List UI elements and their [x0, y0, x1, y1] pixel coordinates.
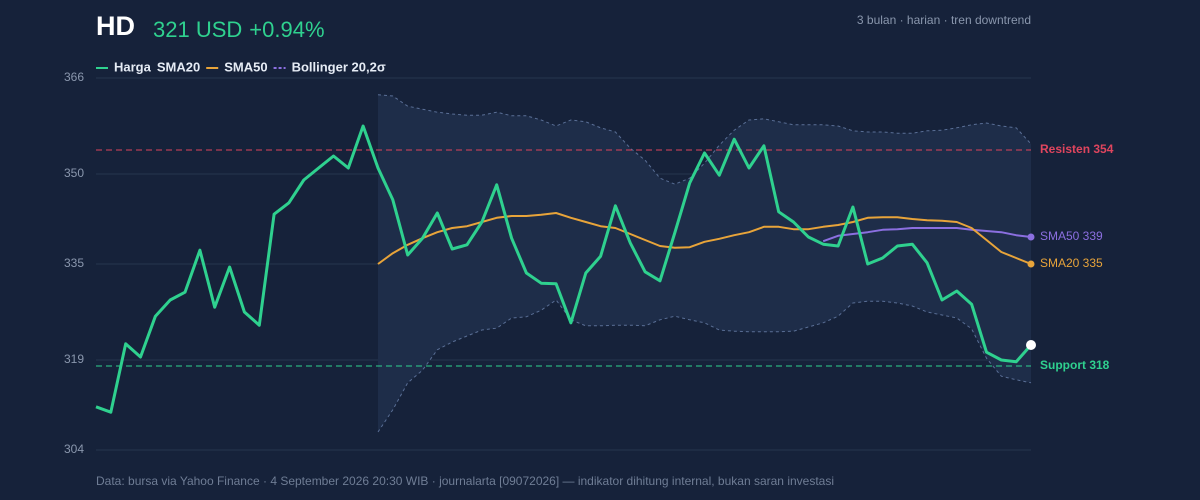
price: 321 USD	[153, 17, 242, 42]
last-point	[1026, 340, 1036, 350]
subtitle: 3 bulan · harian · tren downtrend	[857, 13, 1031, 27]
legend-label: Bollinger 20,2σ	[292, 59, 386, 74]
chart-title: HD	[96, 11, 135, 41]
y-tick-label: 366	[64, 70, 84, 84]
legend-label: SMA20	[157, 59, 200, 74]
y-tick-label: 319	[64, 352, 84, 366]
footer: Data: bursa via Yahoo Finance · 4 Septem…	[96, 474, 834, 488]
legend-label: Harga	[114, 59, 152, 74]
y-tick-label: 304	[64, 442, 84, 456]
end-label: SMA50 339	[1040, 229, 1103, 243]
level-label: Resisten 354	[1040, 142, 1114, 156]
y-tick-label: 350	[64, 166, 84, 180]
end-point	[1027, 260, 1035, 268]
change: +0.94%	[249, 17, 324, 42]
series-line	[95, 124, 1033, 414]
series-line	[822, 227, 1032, 243]
end-label: SMA20 335	[1040, 256, 1103, 270]
y-tick-label: 335	[64, 256, 84, 270]
legend-label: SMA50	[224, 59, 267, 74]
band-area	[378, 94, 1031, 433]
level-label: Support 318	[1040, 358, 1110, 372]
band-upper	[377, 94, 1032, 185]
plot: 304 319 335 350 366 Resisten 354 Support 318 SM…	[64, 59, 1114, 456]
series-line	[377, 212, 1032, 265]
end-point	[1027, 233, 1035, 241]
